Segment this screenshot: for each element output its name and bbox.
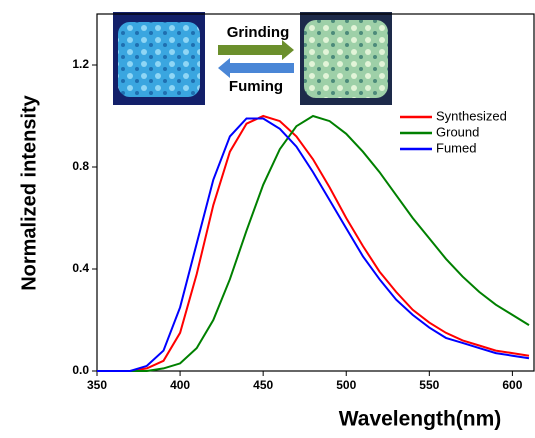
x-tick-label: 600 bbox=[502, 378, 522, 392]
x-tick-label: 450 bbox=[253, 378, 273, 392]
y-axis-label: Normalized intensity bbox=[18, 94, 40, 290]
legend-label: Ground bbox=[436, 124, 479, 139]
series-line bbox=[97, 119, 529, 372]
x-tick-label: 550 bbox=[419, 378, 439, 392]
legend-label: Synthesized bbox=[436, 108, 507, 123]
photo-synthesized bbox=[118, 22, 200, 97]
x-tick-label: 400 bbox=[170, 378, 190, 392]
chart: Grinding Fuming Wavelength(nm) Normalize… bbox=[0, 0, 535, 438]
y-tick-label: 0.0 bbox=[72, 363, 89, 377]
annotation: Fuming bbox=[229, 78, 283, 95]
arrow-grinding bbox=[218, 40, 294, 60]
y-tick-label: 0.8 bbox=[72, 159, 89, 173]
annotation: Grinding bbox=[227, 24, 290, 41]
legend-label: Fumed bbox=[436, 140, 476, 155]
arrow-fuming bbox=[218, 58, 294, 78]
y-tick-label: 1.2 bbox=[72, 57, 89, 71]
y-tick-label: 0.4 bbox=[72, 261, 89, 275]
photo-ground bbox=[304, 20, 388, 98]
x-tick-label: 350 bbox=[87, 378, 107, 392]
x-tick-label: 500 bbox=[336, 378, 356, 392]
x-axis-label: Wavelength(nm) bbox=[339, 408, 502, 431]
